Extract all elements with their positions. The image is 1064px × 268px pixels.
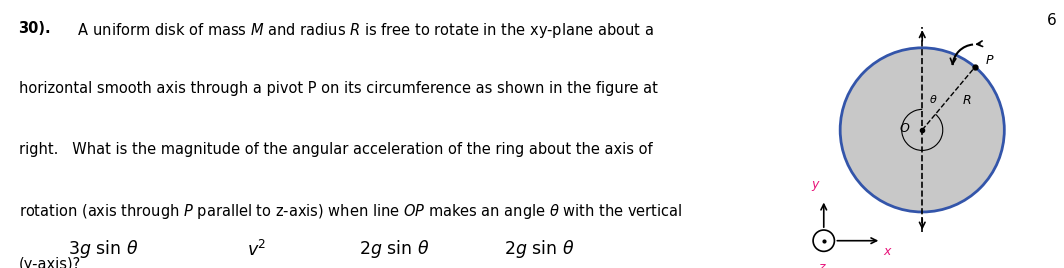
Text: $R$: $R$ xyxy=(962,94,971,107)
Text: 30).: 30). xyxy=(18,21,51,36)
Text: 2$\it{g}$ sin $\it{\theta}$: 2$\it{g}$ sin $\it{\theta}$ xyxy=(359,238,429,260)
Text: $z$: $z$ xyxy=(818,261,827,268)
Text: $x$: $x$ xyxy=(883,245,893,258)
Text: $\theta$: $\theta$ xyxy=(929,93,937,105)
Text: rotation (axis through $\it{P}$ parallel to z-axis) when line $\it{OP}$ makes an: rotation (axis through $\it{P}$ parallel… xyxy=(18,202,682,221)
Text: (y-axis)?: (y-axis)? xyxy=(18,258,81,268)
Text: A uniform disk of mass $\it{M}$ and radius $\it{R}$ is free to rotate in the xy-: A uniform disk of mass $\it{M}$ and radi… xyxy=(64,21,653,40)
Circle shape xyxy=(841,48,1004,212)
Text: $P$: $P$ xyxy=(985,54,995,67)
Text: 6: 6 xyxy=(1047,13,1057,28)
Text: $\it{v}$$^{2}$: $\it{v}$$^{2}$ xyxy=(247,240,266,260)
Text: 3$\it{g}$ sin $\it{\theta}$: 3$\it{g}$ sin $\it{\theta}$ xyxy=(67,238,138,260)
Text: 2$\it{g}$ sin $\it{\theta}$: 2$\it{g}$ sin $\it{\theta}$ xyxy=(504,238,575,260)
Text: horizontal smooth axis through a pivot P on its circumference as shown in the fi: horizontal smooth axis through a pivot P… xyxy=(18,81,658,96)
Circle shape xyxy=(813,230,834,251)
Text: right.   What is the magnitude of the angular acceleration of the ring about the: right. What is the magnitude of the angu… xyxy=(18,142,652,157)
Text: $O$: $O$ xyxy=(899,122,910,135)
Text: $y$: $y$ xyxy=(811,179,820,193)
